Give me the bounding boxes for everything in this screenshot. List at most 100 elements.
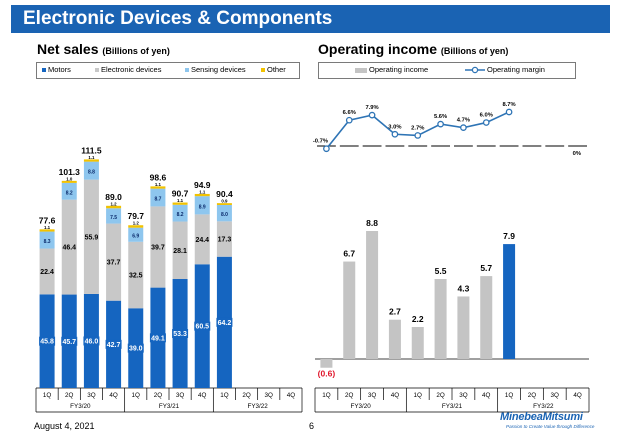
net-sales-bar-electronic bbox=[194, 214, 210, 265]
operating-margin-value-label: 6.6% bbox=[343, 110, 356, 116]
net-sales-label-other: 1.2 bbox=[133, 221, 140, 226]
operating-income-bar bbox=[388, 319, 401, 359]
operating-income-title: Operating income (Billions of yen) bbox=[318, 41, 508, 57]
operating-margin-point bbox=[323, 145, 330, 153]
operating-income-bar bbox=[480, 276, 493, 359]
operating-income-fiscal-year-label: FY3/20 bbox=[351, 403, 372, 410]
operating-income-fiscal-year-label: FY3/21 bbox=[442, 403, 463, 410]
operating-income-tick-label: 1Q bbox=[505, 392, 514, 399]
legend-electronic: Electronic devices bbox=[95, 65, 161, 75]
operating-income-tick-label: 3Q bbox=[368, 392, 377, 399]
operating-income-bar bbox=[320, 359, 333, 368]
net-sales-label-motors: 53.3 bbox=[173, 331, 187, 338]
net-sales-legend: Motors Electronic devices Sensing device… bbox=[36, 62, 300, 79]
net-sales-label-motors: 49.1 bbox=[151, 335, 165, 342]
net-sales-label-sensing: 8.2 bbox=[177, 212, 184, 218]
operating-margin-zero-label: 0% bbox=[573, 151, 581, 157]
operating-margin-point bbox=[414, 132, 422, 139]
net-sales-unit: (Billions of yen) bbox=[102, 46, 170, 56]
operating-income-value-label: 5.5 bbox=[435, 266, 447, 276]
net-sales-title-text: Net sales bbox=[37, 41, 99, 57]
net-sales-label-other: 1.0 bbox=[66, 176, 73, 181]
operating-margin-point bbox=[345, 116, 353, 124]
net-sales-label-other: 1.1 bbox=[88, 155, 95, 160]
operating-income-tick-label: 4Q bbox=[573, 392, 582, 399]
slide-title-bar: Electronic Devices & Components bbox=[11, 5, 610, 33]
operating-income-fiscal-year-label: FY3/22 bbox=[533, 403, 554, 410]
net-sales-label-bg-motors bbox=[149, 333, 166, 343]
net-sales-bar-sensing bbox=[106, 208, 122, 224]
net-sales-bar-other bbox=[172, 202, 188, 205]
operating-margin-point bbox=[437, 120, 444, 128]
net-sales-bar-electronic bbox=[39, 248, 55, 295]
operating-income-bar bbox=[503, 244, 516, 359]
net-sales-bar-sensing bbox=[150, 188, 166, 207]
net-sales-tick-label: 4Q bbox=[287, 392, 296, 399]
operating-margin-value-label: 6.0% bbox=[480, 113, 493, 119]
operating-margin-value-label: 2.7% bbox=[411, 125, 424, 131]
net-sales-label-electronic: 28.1 bbox=[173, 248, 187, 255]
operating-margin-point bbox=[505, 108, 513, 116]
net-sales-bar-electronic bbox=[172, 221, 188, 280]
operating-margin-value-label: 8.7% bbox=[502, 102, 515, 108]
operating-margin-point bbox=[482, 119, 490, 126]
net-sales-label-electronic: 17.3 bbox=[218, 237, 232, 244]
net-sales-bar-electronic bbox=[61, 199, 77, 295]
legend-other-label: Other bbox=[267, 65, 286, 74]
operating-income-value-label: 2.7 bbox=[389, 307, 401, 317]
operating-income-tick-label: 2Q bbox=[528, 392, 537, 399]
net-sales-label-sensing: 8.2 bbox=[66, 190, 73, 196]
net-sales-title: Net sales (Billions of yen) bbox=[37, 41, 170, 57]
net-sales-label-sensing: 8.0 bbox=[221, 212, 228, 218]
operating-income-tick-label: 2Q bbox=[345, 392, 354, 399]
operating-income-tick-label: 3Q bbox=[551, 392, 560, 399]
net-sales-tick-label: 2Q bbox=[65, 392, 74, 399]
legend-motors: Motors bbox=[42, 65, 71, 75]
operating-income-value-label: 6.7 bbox=[343, 249, 355, 259]
legend-sensing: Sensing devices bbox=[185, 65, 246, 75]
net-sales-bar-sensing bbox=[194, 196, 210, 215]
legend-operating-margin-label: Operating margin bbox=[487, 65, 545, 74]
net-sales-total-label: 111.5 bbox=[81, 145, 102, 155]
net-sales-label-electronic: 32.5 bbox=[129, 273, 143, 280]
operating-income-value-label: 7.9 bbox=[503, 231, 515, 241]
net-sales-fiscal-year-label: FY3/20 bbox=[70, 403, 91, 410]
operating-income-value-label: 4.3 bbox=[458, 283, 470, 293]
company-logo: MinebeaMitsumi Passion to Create Value t… bbox=[500, 411, 604, 435]
net-sales-label-motors: 45.8 bbox=[40, 339, 54, 346]
net-sales-label-bg-motors bbox=[61, 336, 78, 346]
net-sales-bar-electronic bbox=[216, 221, 232, 257]
net-sales-bar-other bbox=[150, 186, 166, 189]
net-sales-label-electronic: 46.4 bbox=[62, 245, 76, 252]
operating-income-value-label: 5.7 bbox=[480, 263, 492, 273]
net-sales-label-motors: 42.7 bbox=[107, 342, 121, 349]
net-sales-tick-label: 2Q bbox=[242, 392, 251, 399]
net-sales-total-label: 79.7 bbox=[127, 211, 144, 221]
net-sales-label-motors: 45.7 bbox=[62, 339, 76, 346]
net-sales-label-bg-motors bbox=[172, 329, 189, 339]
net-sales-bar-sensing bbox=[39, 231, 55, 249]
net-sales-label-bg-motors bbox=[216, 317, 233, 327]
net-sales-label-motors: 46.0 bbox=[85, 338, 99, 345]
net-sales-tick-label: 3Q bbox=[265, 392, 274, 399]
net-sales-bar-other bbox=[61, 180, 77, 183]
net-sales-label-other: 1.1 bbox=[199, 189, 206, 194]
net-sales-total-label: 89.0 bbox=[105, 192, 122, 202]
net-sales-bar-sensing bbox=[172, 204, 188, 222]
operating-income-bar bbox=[366, 231, 379, 359]
net-sales-total-label: 101.3 bbox=[59, 167, 81, 177]
net-sales-label-sensing: 8.7 bbox=[154, 197, 161, 203]
net-sales-tick-label: 1Q bbox=[220, 392, 229, 399]
net-sales-label-other: 1.1 bbox=[44, 225, 51, 230]
net-sales-label-bg-motors bbox=[127, 343, 144, 353]
legend-operating-margin: Operating margin bbox=[465, 65, 545, 75]
operating-margin-value-label: -0.7% bbox=[313, 139, 328, 145]
net-sales-tick-label: 4Q bbox=[109, 392, 118, 399]
net-sales-bar-sensing bbox=[216, 204, 232, 222]
net-sales-label-electronic: 55.9 bbox=[85, 234, 99, 241]
net-sales-label-bg-motors bbox=[194, 321, 211, 331]
net-sales-label-other: 0.9 bbox=[221, 199, 228, 204]
net-sales-label-motors: 39.0 bbox=[129, 346, 143, 353]
net-sales-label-electronic: 24.4 bbox=[195, 237, 209, 244]
slide-title: Electronic Devices & Components bbox=[23, 8, 333, 29]
